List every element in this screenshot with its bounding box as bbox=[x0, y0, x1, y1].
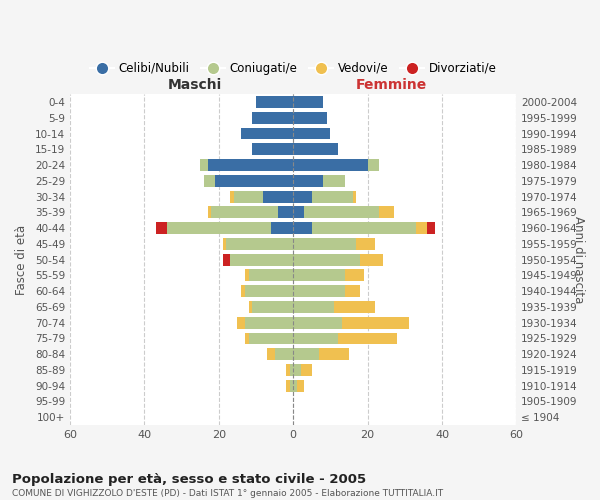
Bar bbox=[293, 222, 312, 234]
Bar bbox=[223, 238, 226, 250]
Bar bbox=[241, 128, 293, 140]
Bar bbox=[208, 206, 211, 218]
Bar bbox=[248, 301, 253, 313]
Bar bbox=[278, 206, 293, 218]
Bar bbox=[293, 206, 304, 218]
Bar bbox=[223, 254, 230, 266]
Bar bbox=[286, 364, 290, 376]
Bar bbox=[312, 222, 416, 234]
Bar bbox=[293, 112, 327, 124]
Bar bbox=[416, 222, 427, 234]
Text: Femmine: Femmine bbox=[356, 78, 427, 92]
Bar bbox=[248, 270, 293, 281]
Bar bbox=[293, 364, 301, 376]
Bar bbox=[293, 332, 338, 344]
Bar bbox=[286, 380, 290, 392]
Y-axis label: Anni di nascita: Anni di nascita bbox=[572, 216, 585, 304]
Bar bbox=[253, 144, 293, 155]
Bar bbox=[293, 301, 334, 313]
Bar bbox=[312, 190, 353, 202]
Bar bbox=[346, 270, 364, 281]
Bar bbox=[290, 380, 293, 392]
Bar bbox=[208, 159, 293, 171]
Bar bbox=[253, 301, 293, 313]
Bar bbox=[360, 254, 383, 266]
Bar bbox=[245, 317, 293, 328]
Bar bbox=[341, 317, 409, 328]
Bar bbox=[211, 206, 278, 218]
Bar bbox=[293, 348, 319, 360]
Bar bbox=[226, 238, 293, 250]
Y-axis label: Fasce di età: Fasce di età bbox=[15, 224, 28, 294]
Bar bbox=[241, 286, 245, 297]
Bar bbox=[245, 286, 293, 297]
Bar bbox=[230, 254, 293, 266]
Bar bbox=[353, 190, 356, 202]
Bar bbox=[271, 222, 293, 234]
Bar bbox=[301, 364, 312, 376]
Bar bbox=[319, 348, 349, 360]
Bar bbox=[248, 332, 293, 344]
Bar bbox=[293, 317, 341, 328]
Bar bbox=[204, 175, 215, 186]
Bar bbox=[263, 190, 293, 202]
Bar bbox=[293, 190, 312, 202]
Legend: Celibi/Nubili, Coniugati/e, Vedovi/e, Divorziati/e: Celibi/Nubili, Coniugati/e, Vedovi/e, Di… bbox=[85, 57, 501, 80]
Bar bbox=[293, 254, 360, 266]
Bar bbox=[245, 270, 248, 281]
Bar bbox=[293, 270, 346, 281]
Bar bbox=[253, 112, 293, 124]
Bar bbox=[368, 159, 379, 171]
Bar bbox=[238, 317, 245, 328]
Bar bbox=[293, 175, 323, 186]
Bar bbox=[230, 190, 234, 202]
Bar bbox=[167, 222, 271, 234]
Bar bbox=[293, 380, 297, 392]
Bar bbox=[290, 364, 293, 376]
Bar bbox=[155, 222, 167, 234]
Bar bbox=[334, 301, 375, 313]
Bar bbox=[304, 206, 379, 218]
Bar bbox=[293, 238, 356, 250]
Bar bbox=[293, 96, 323, 108]
Text: Maschi: Maschi bbox=[168, 78, 222, 92]
Bar bbox=[323, 175, 346, 186]
Bar bbox=[200, 159, 208, 171]
Bar bbox=[234, 190, 263, 202]
Bar bbox=[293, 128, 331, 140]
Text: Popolazione per età, sesso e stato civile - 2005: Popolazione per età, sesso e stato civil… bbox=[12, 472, 366, 486]
Bar bbox=[215, 175, 293, 186]
Bar bbox=[256, 96, 293, 108]
Bar bbox=[293, 286, 346, 297]
Text: COMUNE DI VIGHIZZOLO D'ESTE (PD) - Dati ISTAT 1° gennaio 2005 - Elaborazione TUT: COMUNE DI VIGHIZZOLO D'ESTE (PD) - Dati … bbox=[12, 489, 443, 498]
Bar bbox=[427, 222, 434, 234]
Bar bbox=[297, 380, 304, 392]
Bar bbox=[293, 159, 368, 171]
Bar bbox=[293, 144, 338, 155]
Bar bbox=[267, 348, 275, 360]
Bar bbox=[338, 332, 397, 344]
Bar bbox=[379, 206, 394, 218]
Bar bbox=[356, 238, 375, 250]
Bar bbox=[275, 348, 293, 360]
Bar bbox=[346, 286, 360, 297]
Bar bbox=[245, 332, 248, 344]
